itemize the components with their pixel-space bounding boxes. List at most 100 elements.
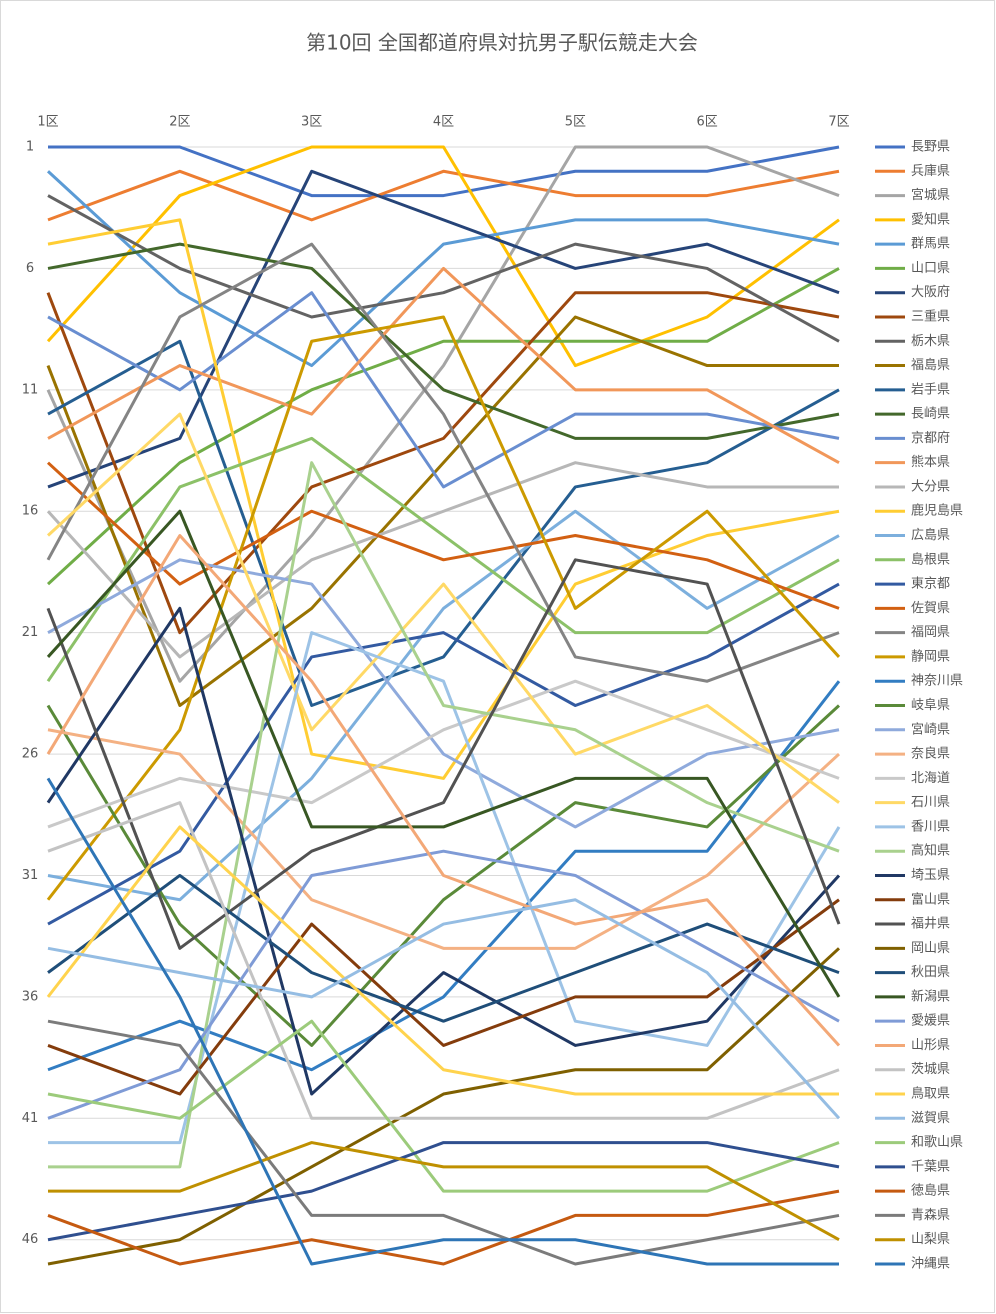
- series-line: [47, 266, 840, 464]
- legend-label: 鹿児島県: [911, 503, 963, 519]
- legend-label: 大分県: [911, 479, 950, 494]
- x-tick-label: 4区: [433, 115, 454, 130]
- legend-label: 愛知県: [911, 211, 950, 227]
- series-line: [46, 315, 841, 901]
- y-tick-label: 26: [22, 747, 39, 762]
- legend-label: 宮城県: [911, 187, 950, 203]
- series-line: [47, 728, 841, 950]
- legend-label: 奈良県: [911, 746, 950, 762]
- x-tick-label: 1区: [37, 115, 58, 130]
- legend-label: 山形県: [911, 1038, 950, 1053]
- series-line: [48, 631, 841, 1145]
- series-line: [46, 436, 840, 683]
- series-line: [47, 582, 840, 926]
- legend-label: 福島県: [911, 358, 950, 373]
- legend-label: 香川県: [911, 819, 950, 834]
- series-line: [47, 898, 840, 1096]
- series-line: [46, 461, 840, 610]
- series-line: [47, 947, 841, 1266]
- legend-label: 山口県: [911, 261, 950, 276]
- legend-label: 栃木県: [911, 334, 950, 349]
- legend-label: 埼玉県: [911, 868, 950, 883]
- series-line: [46, 412, 840, 804]
- legend-label: 和歌山県: [911, 1135, 963, 1150]
- legend-label: 青森県: [911, 1208, 950, 1223]
- legend-label: 宮崎県: [911, 721, 950, 737]
- series-line: [47, 1141, 840, 1242]
- legend-label: 高知県: [911, 843, 950, 859]
- series-line: [46, 558, 841, 950]
- series-line: [47, 1189, 840, 1266]
- series-line: [47, 218, 840, 780]
- legend-label: 神奈川県: [911, 674, 963, 689]
- legend-label: 静岡県: [911, 649, 950, 664]
- series-line: [47, 558, 840, 829]
- legend-label: 愛媛県: [911, 1014, 950, 1029]
- legend-label: 大阪府: [911, 285, 950, 300]
- legend-label: 徳島県: [911, 1184, 950, 1199]
- legend-label: 鳥取県: [911, 1087, 950, 1102]
- x-tick-label: 2区: [169, 115, 190, 130]
- series-line: [47, 169, 840, 489]
- series-line: [46, 825, 839, 1096]
- legend-label: 東京都: [911, 576, 950, 592]
- legend-label: 兵庫県: [911, 164, 950, 179]
- legend-label: 京都府: [911, 431, 950, 446]
- legend-label: 沖縄県: [911, 1257, 950, 1272]
- legend-label: 群馬県: [911, 237, 950, 252]
- legend-label: 岐阜県: [911, 697, 950, 713]
- series-line: [47, 509, 840, 902]
- y-tick-label: 16: [22, 504, 39, 519]
- series-line: [47, 339, 840, 707]
- series-line: [47, 242, 840, 440]
- y-tick-label: 21: [22, 625, 39, 640]
- y-tick-label: 41: [22, 1111, 39, 1126]
- x-tick-label: 6区: [697, 115, 718, 130]
- series-line: [46, 145, 840, 683]
- series-line: [46, 509, 841, 998]
- series-line: [47, 680, 841, 1072]
- legend-label: 茨城県: [911, 1062, 950, 1077]
- chart-title: 第10回 全国都道府県対抗男子駅伝競走大会: [306, 31, 698, 55]
- legend-label: 三重県: [911, 308, 950, 324]
- series-line: [47, 849, 840, 1120]
- legend-label: 福岡県: [911, 625, 950, 640]
- y-tick-label: 6: [26, 261, 34, 276]
- series-line: [46, 777, 839, 1266]
- x-tick-label: 7区: [828, 115, 849, 130]
- legend-label: 秋田県: [911, 965, 950, 980]
- series-line: [48, 461, 840, 1169]
- series-line: [47, 291, 840, 489]
- series-line: [46, 606, 841, 1096]
- y-tick-label: 1: [26, 140, 34, 155]
- y-tick-label: 36: [22, 989, 39, 1004]
- series-line: [46, 267, 840, 586]
- legend-label: 山梨県: [911, 1232, 950, 1247]
- legend-label: 岡山県: [911, 941, 950, 956]
- series-line: [47, 194, 840, 343]
- legend-label: 新潟県: [911, 988, 950, 1004]
- y-tick-label: 11: [22, 382, 39, 397]
- series-line: [47, 169, 840, 222]
- series-line: [46, 242, 840, 683]
- legend-label: 島根県: [911, 552, 950, 567]
- series-line: [46, 145, 840, 368]
- legend-label: 富山県: [911, 891, 950, 907]
- series-line: [47, 898, 841, 1120]
- legend-label: 石川県: [911, 795, 950, 810]
- series-line: [47, 1019, 840, 1193]
- series-line: [46, 704, 841, 1047]
- legend-label: 広島県: [911, 528, 950, 543]
- legend-label: 滋賀県: [911, 1111, 950, 1126]
- legend-label: 北海道: [911, 771, 950, 786]
- y-tick-label: 31: [22, 868, 39, 883]
- legend-label: 熊本県: [911, 454, 950, 470]
- series-line: [47, 1019, 840, 1266]
- series-line: [46, 315, 839, 707]
- series-line: [46, 170, 840, 368]
- x-tick-label: 3区: [301, 115, 322, 130]
- series-line: [48, 1141, 840, 1242]
- series-line: [48, 145, 840, 198]
- legend-label: 長野県: [911, 140, 950, 155]
